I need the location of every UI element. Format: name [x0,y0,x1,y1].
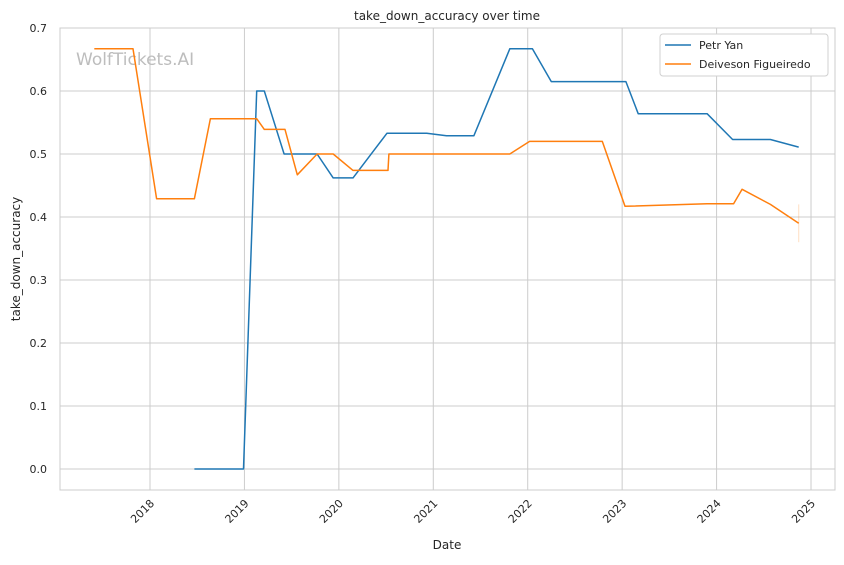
y-axis-label: take_down_accuracy [9,197,23,321]
legend-label-petr-yan: Petr Yan [699,39,743,52]
x-tick-label: 2024 [695,497,724,526]
series-line-petr-yan [194,48,799,470]
y-tick-label: 0.2 [30,337,48,350]
y-tick-label: 0.1 [30,400,48,413]
plot-frame [59,27,836,491]
y-tick-label: 0.7 [30,22,48,35]
x-tick-label: 2021 [411,497,440,526]
x-tick-label: 2025 [789,497,818,526]
x-tick-label: 2020 [317,497,346,526]
x-tick-label: 2022 [506,497,535,526]
x-tick-label: 2019 [223,497,252,526]
series-line-deiveson-figueiredo [94,48,800,224]
x-tick-label: 2018 [128,497,157,526]
tick-labels: 0.0 0.1 0.2 0.3 0.4 0.5 0.6 0.7 2018 2019 2020 2021… [30,22,819,526]
y-tick-label: 0.5 [30,148,48,161]
y-tick-label: 0.0 [30,463,48,476]
y-tick-label: 0.3 [30,274,48,287]
grid [60,27,835,490]
y-tick-label: 0.4 [30,211,48,224]
legend-box [659,33,829,77]
legend-label-deiveson-figueiredo: Deiveson Figueiredo [699,58,811,71]
x-axis-label: Date [433,538,462,552]
y-tick-label: 0.6 [30,85,48,98]
legend: Petr Yan Deiveson Figueiredo [659,33,829,77]
chart-title: take_down_accuracy over time [354,9,540,23]
series-lines [94,48,800,470]
x-tick-label: 2023 [600,497,629,526]
